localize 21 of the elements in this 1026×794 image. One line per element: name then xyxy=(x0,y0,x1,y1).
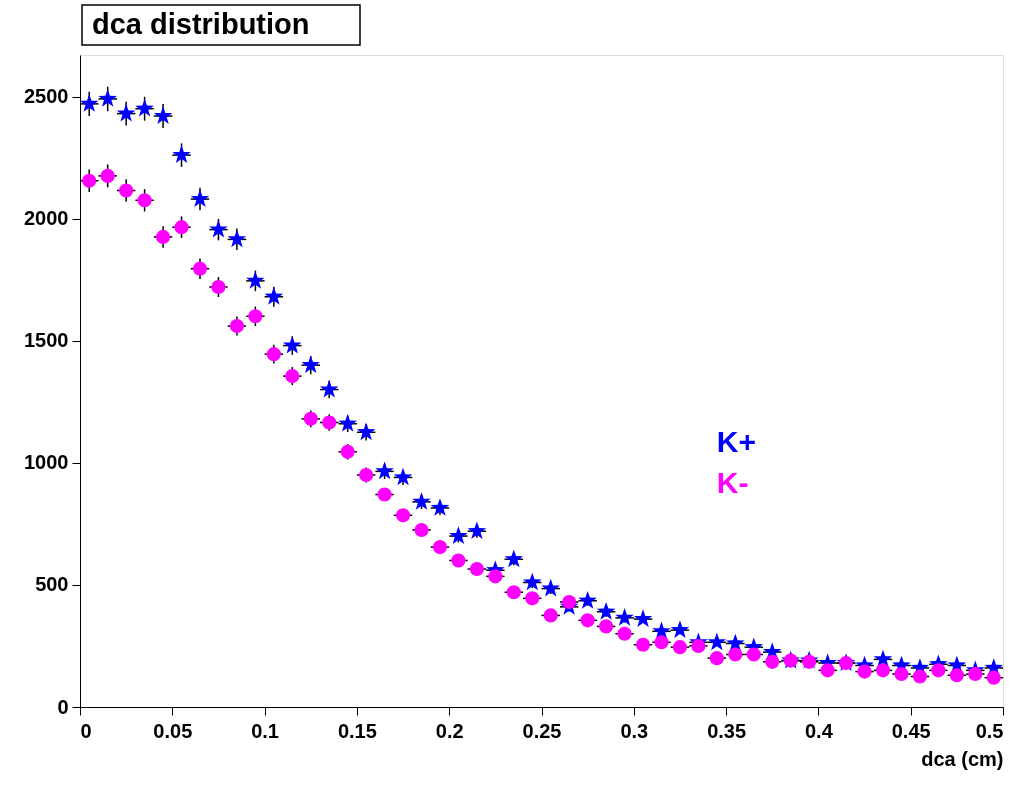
x-tick-label: 0.15 xyxy=(337,719,377,742)
y-tick-label: 1000 xyxy=(24,451,69,474)
x-tick-label: 0.2 xyxy=(435,719,464,742)
x-axis-title: dca (cm) xyxy=(921,747,1004,770)
x-tick-label: 0.3 xyxy=(620,719,649,742)
y-tick-label: 0 xyxy=(57,695,69,718)
x-tick-label: 0.35 xyxy=(707,719,747,742)
y-tick-label: 500 xyxy=(35,573,69,596)
x-tick-label: 0 xyxy=(80,719,92,742)
y-tick-label: 2000 xyxy=(24,207,69,230)
x-tick-label: 0.1 xyxy=(251,719,280,742)
chart-title: dca distribution xyxy=(92,8,310,40)
x-tick-label: 0.4 xyxy=(804,719,834,742)
text: K- xyxy=(716,465,749,499)
y-tick-label: 1500 xyxy=(24,329,69,352)
x-tick-label: 0.45 xyxy=(891,719,931,742)
x-tick-label: 0.25 xyxy=(522,719,562,742)
text: K+ xyxy=(716,424,757,458)
x-tick-label: 0.05 xyxy=(153,719,193,742)
x-tick-label: 0.5 xyxy=(975,719,1004,742)
y-tick-label: 2500 xyxy=(24,85,69,108)
